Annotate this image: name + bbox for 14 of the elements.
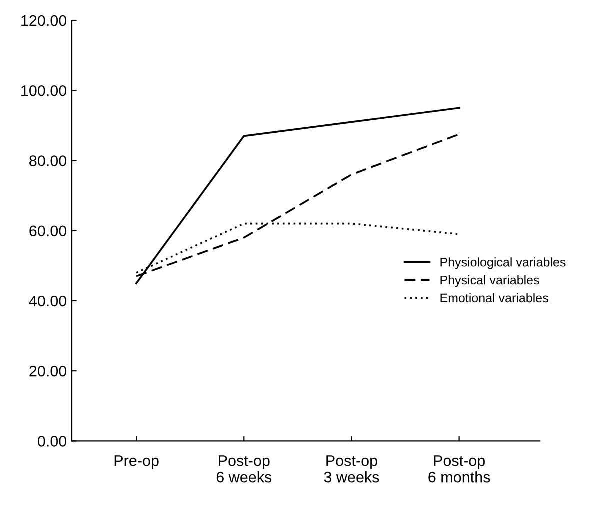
x-tick-label: Post-op 6 weeks — [216, 456, 272, 483]
legend-label: Physical variables — [440, 276, 540, 288]
x-tick-label: Pre-op — [114, 456, 159, 470]
y-tick-label: 60.00 — [30, 226, 67, 237]
y-tick-label: 40.00 — [29, 296, 67, 307]
legend-label: Physiological variables — [440, 258, 566, 270]
y-tick-label: 20.00 — [30, 366, 67, 377]
y-tick-label: 100.00 — [22, 86, 67, 96]
legend-label: Emotional variables — [440, 293, 548, 303]
y-tick-label: 120.00 — [22, 15, 67, 26]
y-tick-label: 0.00 — [38, 436, 67, 447]
x-tick-label: Post-op 6 months — [428, 456, 490, 483]
y-tick-label: 80.00 — [30, 156, 67, 166]
x-tick-label: Post-op 3 weeks — [324, 456, 380, 483]
